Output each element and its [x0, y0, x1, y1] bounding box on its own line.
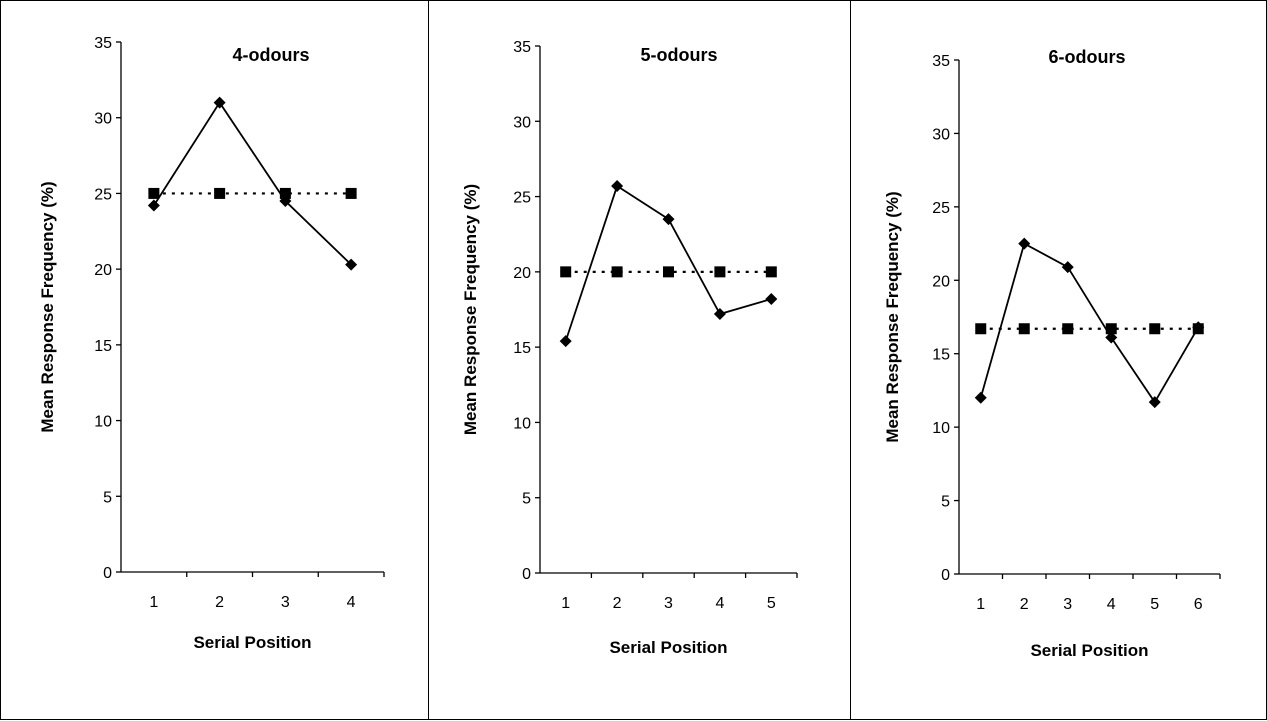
y-axis-label: Mean Response Frequency (%) — [883, 191, 902, 442]
y-tick-label: 30 — [932, 126, 950, 143]
y-tick-label: 30 — [513, 114, 531, 131]
y-tick-label: 5 — [522, 491, 531, 508]
y-tick-label: 0 — [103, 565, 112, 582]
x-axis-label: Serial Position — [193, 633, 311, 652]
y-tick-label: 35 — [94, 35, 112, 52]
x-tick-label: 3 — [1063, 596, 1072, 613]
y-tick-label: 20 — [94, 262, 112, 279]
x-tick-label: 4 — [1107, 596, 1116, 613]
data-point-square — [345, 187, 357, 199]
chart-panel-5-odours: 0 5 10 15 20 25 30 35 1 2 3 4 5 5-odours Serial Positi… — [428, 0, 852, 720]
data-point-diamond — [1018, 237, 1031, 250]
data-point-diamond — [345, 258, 358, 271]
y-tick-label: 0 — [941, 567, 950, 584]
y-axis-label: Mean Response Frequency (%) — [38, 181, 57, 432]
series-line-diamond — [564, 184, 772, 342]
x-axis-label: Serial Position — [609, 638, 727, 657]
y-tick-label: 25 — [94, 186, 112, 203]
x-tick-label: 2 — [1020, 596, 1029, 613]
data-point-square — [1192, 323, 1204, 335]
data-point-square — [714, 266, 726, 278]
x-axis-label: Serial Position — [1030, 641, 1148, 660]
y-tick-label: 10 — [932, 420, 950, 437]
data-point-diamond — [713, 308, 726, 321]
y-tick-label: 15 — [513, 340, 531, 357]
data-point-square — [611, 266, 623, 278]
data-point-diamond — [662, 213, 675, 226]
x-tick-label: 2 — [613, 595, 622, 612]
y-tick-label: 25 — [513, 190, 531, 207]
x-tick-label: 3 — [281, 594, 290, 611]
y-axis-label: Mean Response Frequency (%) — [461, 184, 480, 435]
x-tick-label: 4 — [347, 594, 356, 611]
data-point-diamond — [559, 335, 572, 348]
chart-title: 5-odours — [640, 45, 717, 65]
data-point-diamond — [974, 391, 987, 404]
data-point-square — [1105, 323, 1117, 335]
data-point-square — [975, 323, 987, 335]
data-point-diamond — [611, 180, 624, 193]
x-tick-label: 3 — [664, 595, 673, 612]
data-point-square — [560, 266, 572, 278]
x-tick-label: 2 — [215, 594, 224, 611]
y-tick-label: 15 — [94, 338, 112, 355]
chart-title: 6-odours — [1048, 47, 1125, 67]
y-tick-label: 35 — [932, 53, 950, 70]
data-point-square — [279, 187, 291, 199]
chart-panel-4-odours: 0 5 10 15 20 25 30 35 1 2 3 4 4-odours Serial Positio… — [0, 0, 430, 720]
data-point-diamond — [1061, 261, 1074, 274]
y-tick-label: 10 — [513, 415, 531, 432]
y-tick-label: 30 — [94, 111, 112, 128]
data-point-square — [148, 187, 160, 199]
x-tick-label: 5 — [767, 595, 776, 612]
data-point-square — [214, 187, 226, 199]
x-tick-label: 1 — [149, 594, 158, 611]
chart-4-odours: 0 5 10 15 20 25 30 35 1 2 3 4 4-odours Serial Positio… — [38, 35, 385, 652]
x-tick-label: 1 — [976, 596, 985, 613]
data-point-square — [1149, 323, 1161, 335]
y-tick-label: 5 — [941, 494, 950, 511]
chart-5-odours: 0 5 10 15 20 25 30 35 1 2 3 4 5 5-odours Serial Positi… — [461, 39, 798, 657]
y-tick-label: 5 — [103, 489, 112, 506]
data-point-square — [765, 266, 777, 278]
series-line-diamond — [153, 100, 352, 266]
data-point-diamond — [147, 199, 160, 212]
x-tick-label: 6 — [1194, 596, 1203, 613]
y-tick-label: 35 — [513, 39, 531, 56]
data-point-square — [663, 266, 674, 278]
x-tick-label: 4 — [715, 595, 724, 612]
y-tick-label: 20 — [932, 273, 950, 290]
chart-6-odours: 0 5 10 15 20 25 30 35 1 2 3 4 5 6 6-odours Serial Posit… — [883, 47, 1221, 660]
data-point-diamond — [1105, 331, 1118, 344]
x-tick-label: 1 — [561, 595, 570, 612]
y-tick-label: 20 — [513, 265, 531, 282]
y-tick-label: 0 — [522, 566, 531, 583]
data-point-diamond — [765, 292, 778, 305]
data-point-diamond — [213, 96, 226, 109]
y-tick-label: 15 — [932, 347, 950, 364]
chart-panel-6-odours: 0 5 10 15 20 25 30 35 1 2 3 4 5 6 6-odours Serial Posit… — [850, 0, 1267, 720]
data-point-square — [1018, 323, 1030, 335]
series-line-diamond — [979, 242, 1200, 404]
y-tick-label: 25 — [932, 200, 950, 217]
chart-title: 4-odours — [232, 45, 309, 65]
y-tick-label: 10 — [94, 414, 112, 431]
data-point-square — [1062, 323, 1074, 335]
x-tick-label: 5 — [1150, 596, 1159, 613]
data-point-diamond — [1148, 396, 1161, 409]
